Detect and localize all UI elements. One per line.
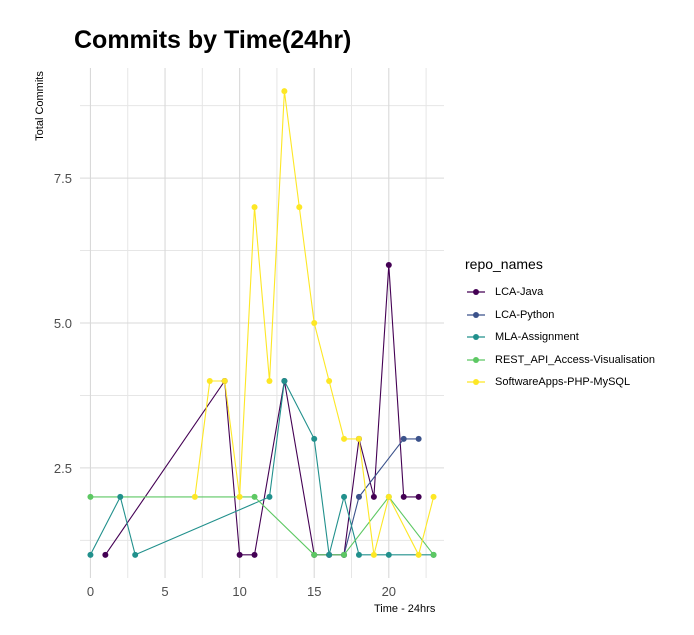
series-line-4	[194, 91, 435, 557]
legend-label: MLA-Assignment	[495, 331, 579, 344]
legend-key	[467, 356, 485, 363]
data-point	[430, 551, 437, 558]
y-tick-label: 5.0	[54, 316, 72, 331]
data-point	[341, 493, 348, 500]
data-point	[206, 377, 213, 384]
data-point	[341, 551, 348, 558]
legend-key	[467, 289, 485, 296]
data-point	[415, 551, 422, 558]
data-point	[311, 551, 318, 558]
series-line-3	[90, 496, 435, 556]
data-point	[102, 551, 109, 558]
data-point	[370, 493, 377, 500]
data-point	[341, 435, 348, 442]
x-tick-label: 20	[382, 584, 396, 599]
data-point	[370, 551, 377, 558]
data-point	[132, 551, 139, 558]
data-point	[355, 493, 362, 500]
legend-label: LCA-Python	[495, 308, 555, 321]
data-point	[117, 493, 124, 500]
legend-title: repo_names	[465, 256, 543, 272]
data-point	[266, 493, 273, 500]
data-point	[281, 377, 288, 384]
data-point	[191, 493, 198, 500]
data-point	[415, 435, 422, 442]
data-point	[281, 88, 288, 95]
data-point	[415, 493, 422, 500]
y-tick-label: 7.5	[54, 171, 72, 186]
legend-label: REST_API_Access-Visualisation	[495, 353, 655, 366]
data-point	[236, 551, 243, 558]
legend-item: LCA-Python	[465, 304, 655, 327]
data-point	[221, 377, 228, 384]
x-tick-label: 10	[232, 584, 246, 599]
x-axis-label: Time - 24hrs	[374, 603, 436, 615]
data-point	[296, 204, 303, 211]
legend-key	[467, 334, 485, 341]
legend: repo_names LCA-Java LCA-Python MLA-Assignm…	[465, 256, 655, 394]
legend-label: SoftwareApps-PHP-MySQL	[495, 376, 631, 389]
data-point	[236, 493, 243, 500]
x-tick-label: 15	[307, 584, 321, 599]
x-tick-label: 5	[161, 584, 168, 599]
data-point	[251, 204, 258, 211]
data-point	[430, 493, 437, 500]
legend-item: LCA-Java	[465, 281, 655, 304]
legend-item: SoftwareApps-PHP-MySQL	[465, 371, 655, 394]
data-point	[385, 262, 392, 269]
legend-key	[467, 311, 485, 318]
data-point	[355, 551, 362, 558]
data-point	[311, 435, 318, 442]
x-tick-label: 0	[87, 584, 94, 599]
data-point	[266, 377, 273, 384]
legend-key	[467, 379, 485, 386]
data-point	[385, 551, 392, 558]
data-point	[355, 435, 362, 442]
data-point	[326, 551, 333, 558]
legend-item: MLA-Assignment	[465, 326, 655, 349]
series-line-0	[104, 264, 419, 556]
data-point	[87, 551, 94, 558]
data-point	[326, 377, 333, 384]
chart-title: Commits by Time(24hr)	[74, 26, 352, 54]
y-tick-label: 2.5	[54, 461, 72, 476]
data-point	[400, 493, 407, 500]
data-point	[385, 493, 392, 500]
data-point	[400, 435, 407, 442]
legend-label: LCA-Java	[495, 286, 544, 299]
data-point	[311, 320, 318, 326]
legend-item: REST_API_Access-Visualisation	[465, 349, 655, 372]
data-point	[251, 551, 258, 558]
data-point	[87, 493, 94, 500]
data-point	[251, 493, 258, 500]
